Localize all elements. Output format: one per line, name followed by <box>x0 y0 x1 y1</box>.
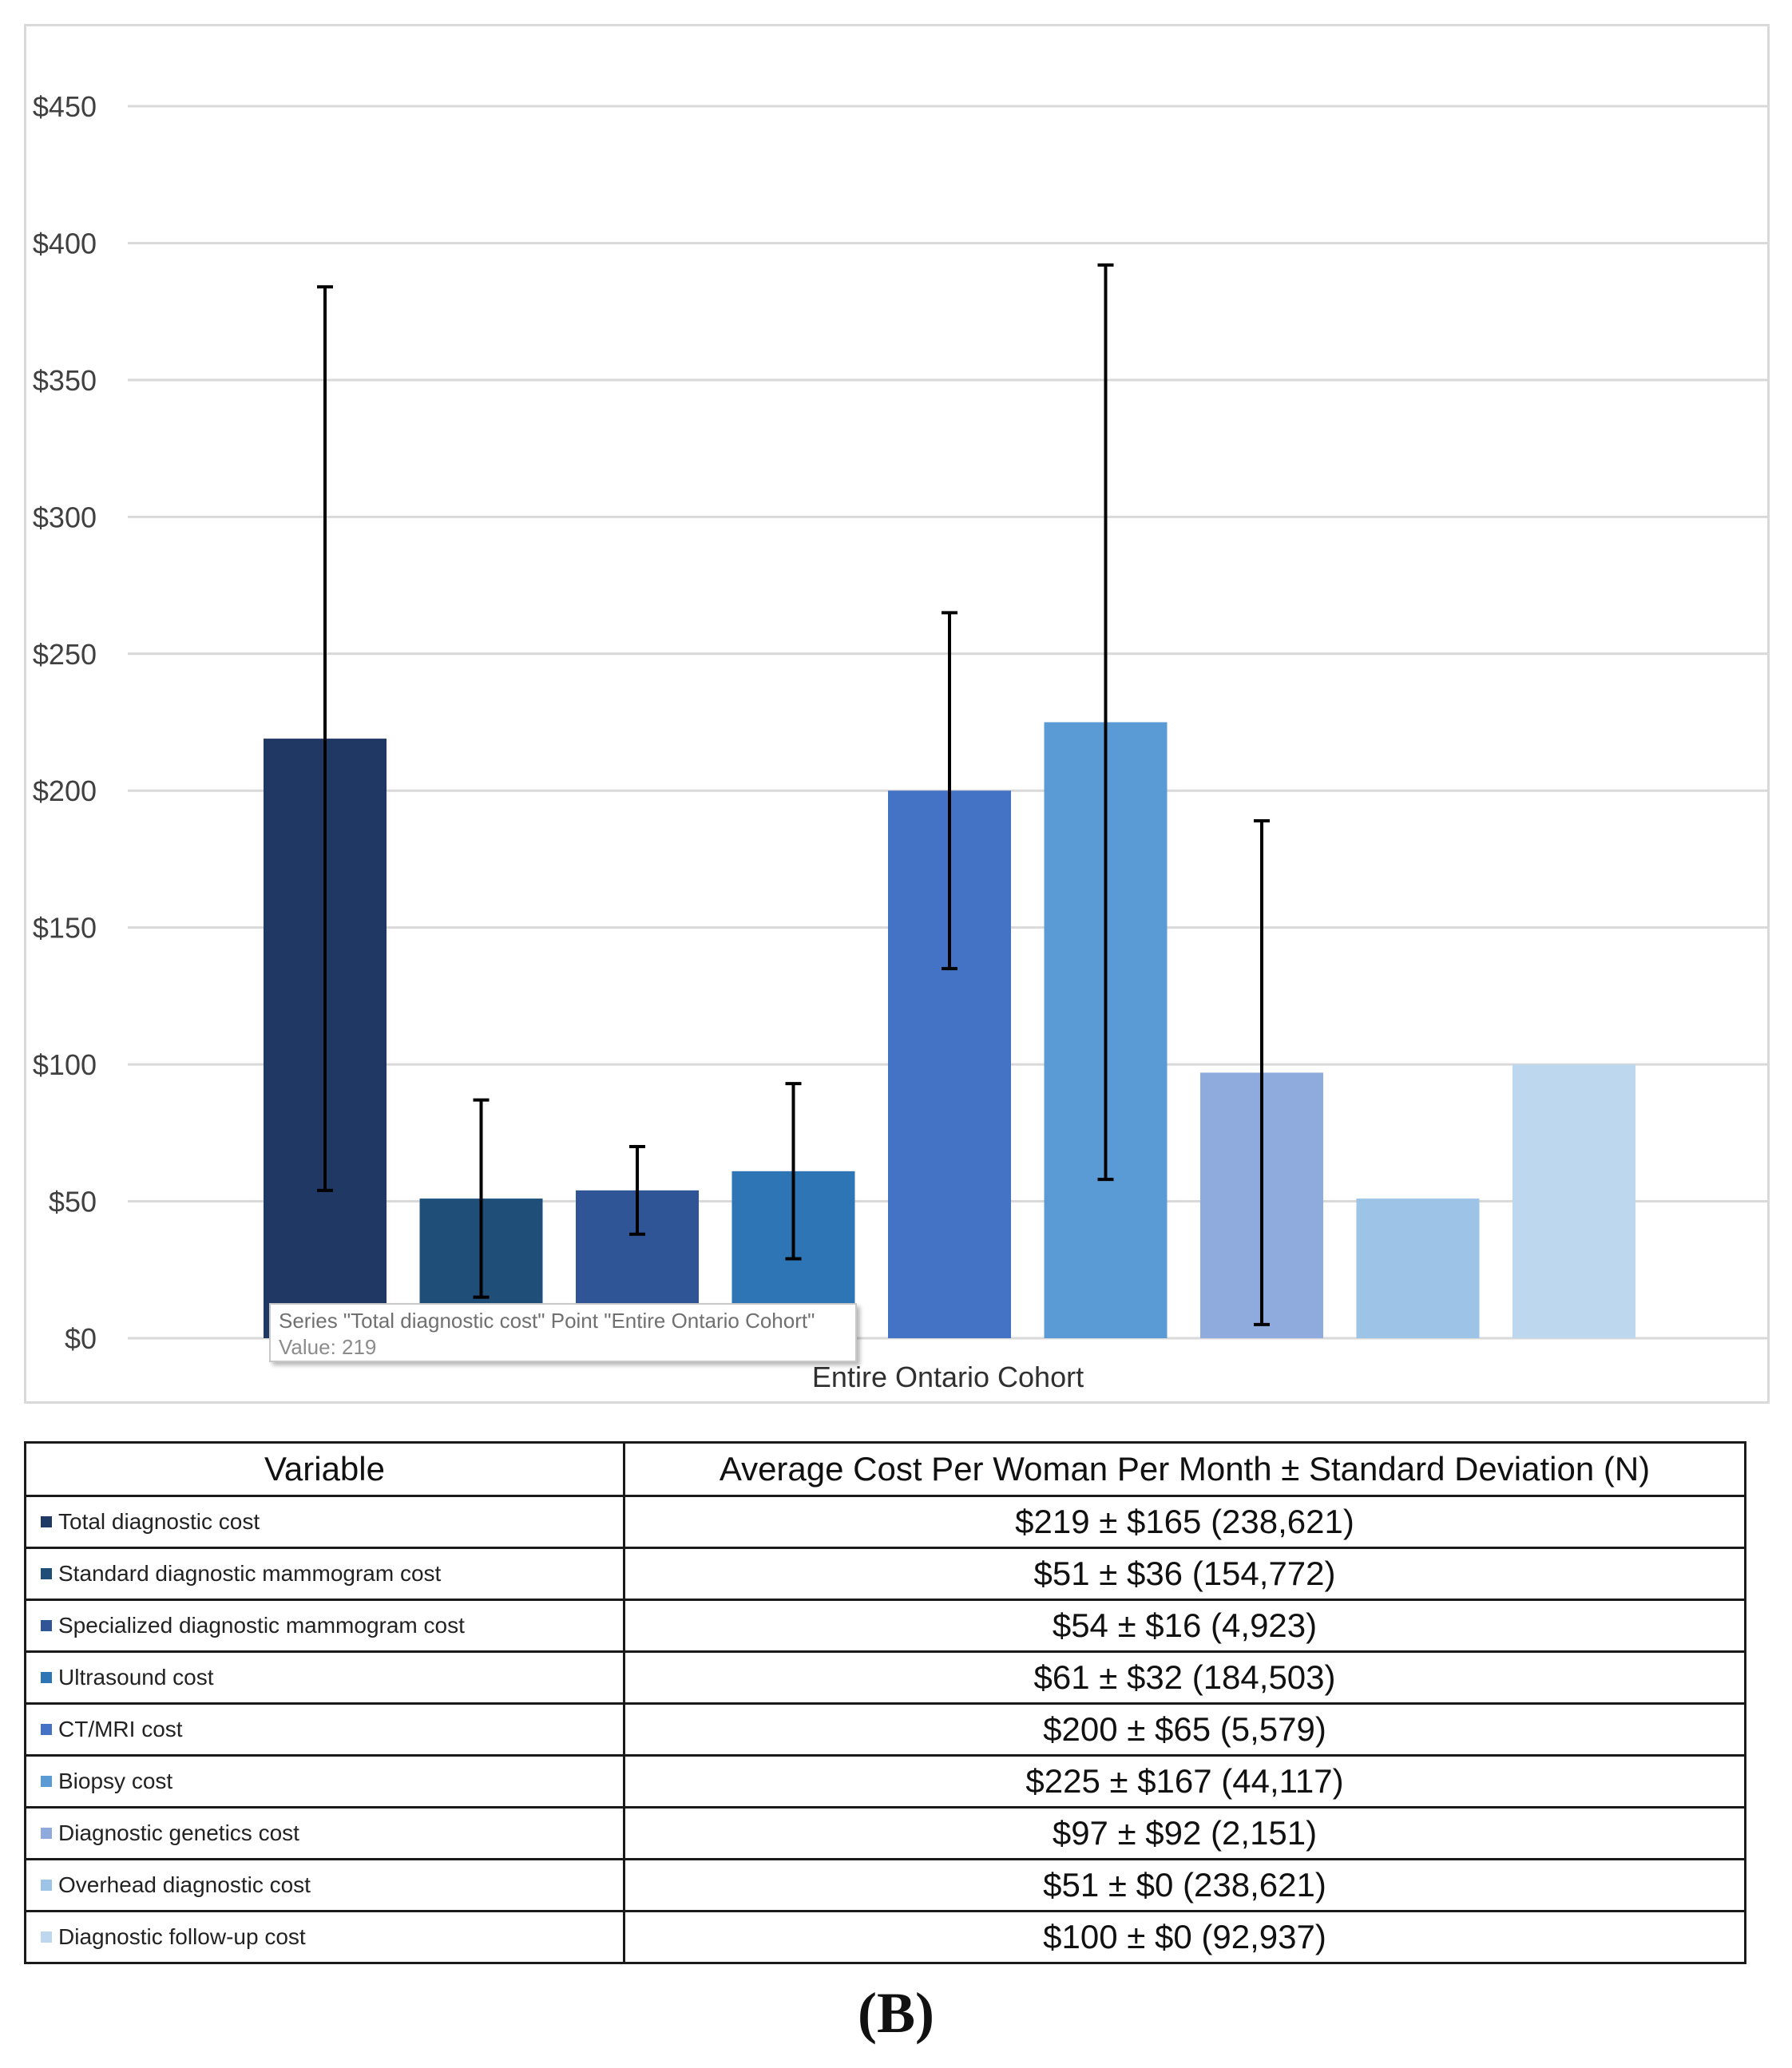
error-bar <box>317 285 333 1192</box>
variable-label: Overhead diagnostic cost <box>58 1872 311 1897</box>
table-row: Standard diagnostic mammogram cost $51 ± … <box>24 1547 1746 1601</box>
variable-label: Biopsy cost <box>58 1769 173 1793</box>
average-cost-cell: $54 ± $16 (4,923) <box>623 1599 1746 1653</box>
table-body: Total diagnostic cost $219 ± $165 (238,62… <box>24 1495 1746 1964</box>
legend-swatch-icon <box>41 1723 52 1735</box>
y-tick-label: $250 <box>33 638 97 671</box>
average-cost-cell: $200 ± $65 (5,579) <box>623 1702 1746 1757</box>
data-point-tooltip: Series "Total diagnostic cost" Point "En… <box>269 1303 857 1362</box>
header-average-cost: Average Cost Per Woman Per Month ± Stand… <box>623 1441 1746 1497</box>
variable-cell: Diagnostic genetics cost <box>24 1806 625 1860</box>
tooltip-series-point: Series "Total diagnostic cost" Point "En… <box>279 1309 815 1333</box>
x-axis-category-label: Entire Ontario Cohort <box>812 1361 1084 1393</box>
error-bars <box>317 263 1270 1326</box>
variable-cell: Diagnostic follow-up cost <box>24 1910 625 1964</box>
y-tick-label: $350 <box>33 364 97 397</box>
cost-summary-table: Variable Average Cost Per Woman Per Mont… <box>24 1441 1746 1964</box>
variable-label: Standard diagnostic mammogram cost <box>58 1561 442 1586</box>
table-row: Diagnostic genetics cost $97 ± $92 (2,151… <box>24 1806 1746 1860</box>
legend-swatch-icon <box>41 1567 52 1579</box>
variable-label: Diagnostic genetics cost <box>58 1820 299 1845</box>
variable-cell: Standard diagnostic mammogram cost <box>24 1547 625 1601</box>
legend-swatch-icon <box>41 1619 52 1631</box>
table-row: Overhead diagnostic cost $51 ± $0 (238,62… <box>24 1858 1746 1912</box>
error-bar <box>473 1098 490 1299</box>
variable-label: Diagnostic follow-up cost <box>58 1924 306 1949</box>
legend-swatch-icon <box>41 1827 52 1839</box>
y-tick-label: $450 <box>33 90 97 123</box>
y-tick-label: $200 <box>33 775 97 807</box>
y-tick-label: $0 <box>65 1322 97 1355</box>
average-cost-cell: $51 ± $36 (154,772) <box>623 1547 1746 1601</box>
bar[interactable] <box>1356 1198 1480 1338</box>
variable-cell: Overhead diagnostic cost <box>24 1858 625 1912</box>
legend-swatch-icon <box>41 1671 52 1683</box>
tooltip-value: Value: 219 <box>279 1335 377 1359</box>
variable-label: Total diagnostic cost <box>58 1509 260 1534</box>
variable-cell: Biopsy cost <box>24 1754 625 1809</box>
average-cost-cell: $97 ± $92 (2,151) <box>623 1806 1746 1860</box>
variable-cell: Ultrasound cost <box>24 1650 625 1705</box>
error-bar <box>1097 263 1114 1182</box>
bar-chart: $0 $50 $100 $150 $200 $250 $300 $350 $400 $450 En… <box>33 90 1768 1393</box>
table-row: Biopsy cost $225 ± $167 (44,117) <box>24 1754 1746 1809</box>
table-row: Ultrasound cost $61 ± $32 (184,503) <box>24 1650 1746 1705</box>
table-header-row: Variable Average Cost Per Woman Per Mont… <box>24 1441 1746 1497</box>
variable-label: CT/MRI cost <box>58 1717 183 1741</box>
y-tick-label: $300 <box>33 501 97 533</box>
variable-label: Specialized diagnostic mammogram cost <box>58 1613 465 1638</box>
variable-cell: Specialized diagnostic mammogram cost <box>24 1599 625 1653</box>
legend-swatch-icon <box>41 1515 52 1527</box>
error-bar <box>1254 818 1270 1326</box>
average-cost-cell: $51 ± $0 (238,621) <box>623 1858 1746 1912</box>
average-cost-cell: $225 ± $167 (44,117) <box>623 1754 1746 1809</box>
average-cost-cell: $100 ± $0 (92,937) <box>623 1910 1746 1964</box>
legend-swatch-icon <box>41 1879 52 1891</box>
table-row: Total diagnostic cost $219 ± $165 (238,62… <box>24 1495 1746 1549</box>
y-tick-label: $400 <box>33 227 97 259</box>
y-tick-label: $150 <box>33 912 97 945</box>
y-tick-label: $50 <box>49 1186 97 1218</box>
legend-swatch-icon <box>41 1775 52 1787</box>
table-row: CT/MRI cost $200 ± $65 (5,579) <box>24 1702 1746 1757</box>
header-variable: Variable <box>24 1441 625 1497</box>
y-tick-label: $100 <box>33 1048 97 1081</box>
table-row: Specialized diagnostic mammogram cost $54… <box>24 1599 1746 1653</box>
table-row: Diagnostic follow-up cost $100 ± $0 (92,9… <box>24 1910 1746 1964</box>
bar[interactable] <box>1512 1064 1635 1338</box>
legend-swatch-icon <box>41 1931 52 1943</box>
variable-cell: Total diagnostic cost <box>24 1495 625 1549</box>
error-bar <box>785 1082 802 1261</box>
error-bar <box>629 1144 645 1236</box>
error-bar <box>942 611 957 971</box>
average-cost-cell: $219 ± $165 (238,621) <box>623 1495 1746 1549</box>
y-axis-tick-labels: $0 $50 $100 $150 $200 $250 $300 $350 $400 $450 <box>33 90 97 1355</box>
panel-label: (B) <box>858 1981 934 2045</box>
average-cost-cell: $61 ± $32 (184,503) <box>623 1650 1746 1705</box>
variable-label: Ultrasound cost <box>58 1665 214 1690</box>
variable-cell: CT/MRI cost <box>24 1702 625 1757</box>
